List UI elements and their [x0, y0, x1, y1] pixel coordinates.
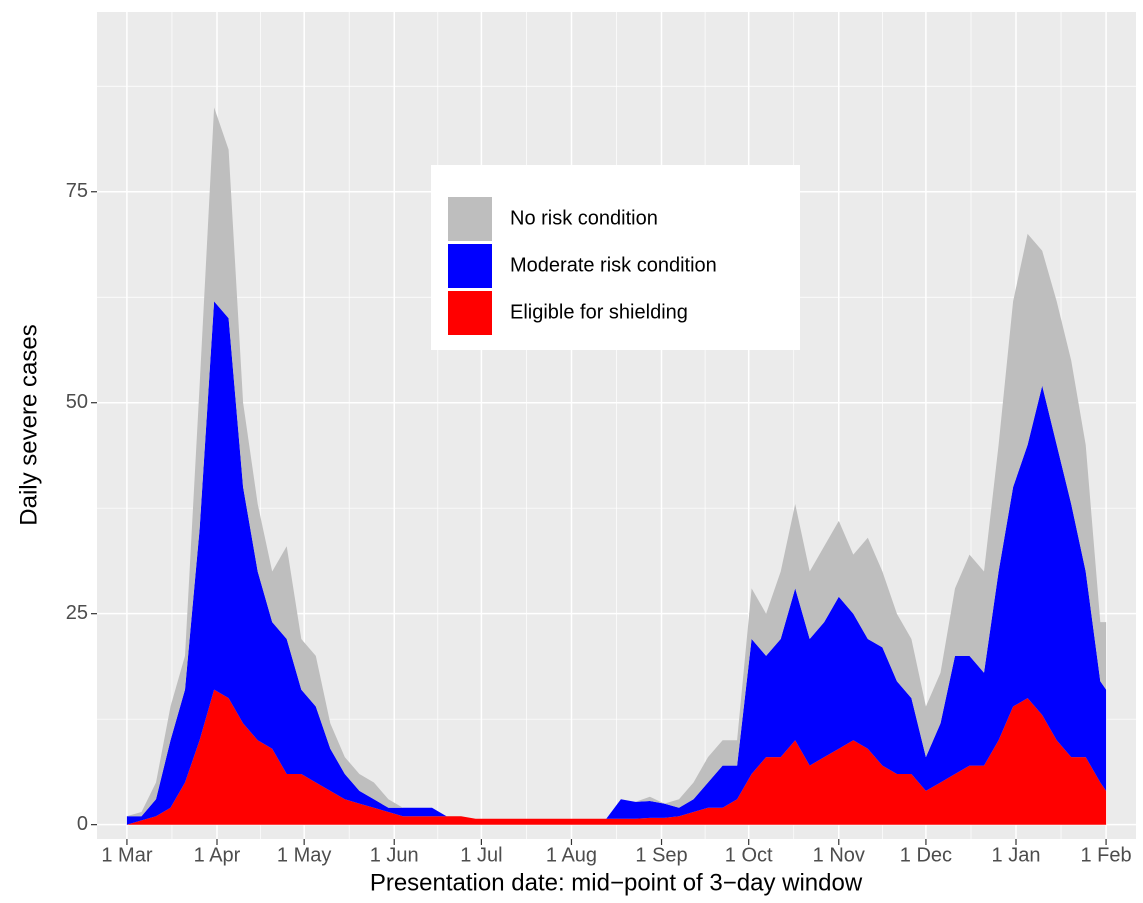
y-tick-label: 75 [66, 180, 88, 202]
x-tick-label: 1 Jun [370, 844, 419, 866]
legend-label: Eligible for shielding [510, 301, 688, 323]
y-axis-title: Daily severe cases [15, 324, 42, 525]
x-tick-label: 1 Apr [194, 844, 241, 866]
x-tick-label: 1 Feb [1080, 844, 1131, 866]
legend-key [448, 291, 492, 335]
y-tick-label: 25 [66, 602, 88, 624]
area [126, 107, 1107, 819]
x-tick-label: 1 Sep [635, 844, 687, 866]
legend-label: No risk condition [510, 207, 658, 229]
axes: 0 25 50 75 1 Mar 1 Apr 1 May 1 Jun 1 Jul 1 Aug 1 S… [66, 180, 1132, 866]
legend: No risk condition Moderate risk condition… [431, 165, 800, 350]
areas [126, 107, 1107, 825]
x-axis-title: Presentation date: mid−point of 3−day wi… [370, 869, 863, 896]
legend-key [448, 197, 492, 241]
grid [97, 12, 1136, 839]
area [126, 689, 1107, 825]
legend-key [448, 244, 492, 288]
x-tick-label: 1 Mar [101, 844, 152, 866]
x-tick-label: 1 Aug [546, 844, 597, 866]
area [126, 301, 1107, 825]
x-tick-label: 1 Dec [900, 844, 952, 866]
x-tick-label: 1 Jul [460, 844, 502, 866]
legend-box [431, 165, 800, 350]
x-tick-label: 1 Oct [725, 844, 773, 866]
y-tick-label: 0 [77, 813, 88, 835]
legend-label: Moderate risk condition [510, 254, 717, 276]
y-tick-label: 50 [66, 391, 88, 413]
x-tick-label: 1 May [277, 844, 331, 866]
x-tick-label: 1 Jan [992, 844, 1041, 866]
x-tick-label: 1 Nov [813, 844, 865, 866]
